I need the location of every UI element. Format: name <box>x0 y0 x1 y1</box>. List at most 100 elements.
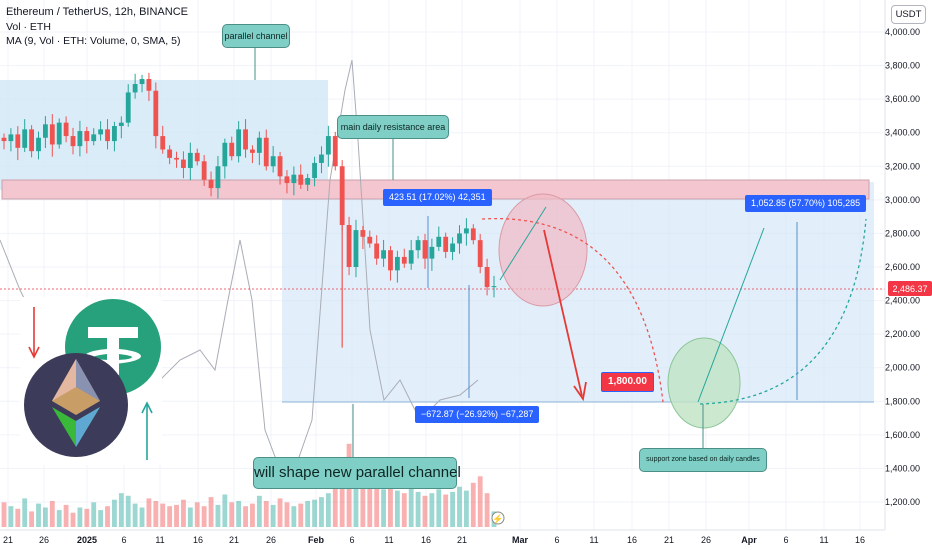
candle-body <box>394 256 400 271</box>
candle-body <box>56 122 62 145</box>
volume-bar <box>8 506 14 527</box>
time-tick-label: 11 <box>589 535 598 545</box>
volume-bar <box>298 503 304 527</box>
volume-bar <box>325 493 331 527</box>
candle-body <box>388 250 393 271</box>
candle-body <box>70 136 76 147</box>
price-tick-label: 3,800.00 <box>885 61 920 71</box>
candle-body <box>457 233 462 244</box>
volume-bar <box>443 494 449 527</box>
time-tick-label: 16 <box>421 535 431 545</box>
volume-bar <box>429 493 435 527</box>
time-axis-labels: 21 26 2025 6 11 16 21 26 Feb 6 11 16 21 Mar 6 11 16 21 26 A… <box>3 535 865 545</box>
parallel-channel-callout: parallel channel <box>222 24 290 48</box>
time-tick-label: 16 <box>193 535 203 545</box>
candle-body <box>436 236 442 247</box>
volume-bar <box>63 504 69 527</box>
recovery-arrow <box>697 227 765 403</box>
price-tick-label: 2,400.00 <box>885 296 920 306</box>
candle-body <box>298 174 304 185</box>
time-tick-label: 2025 <box>77 535 97 545</box>
candle-body <box>319 154 324 163</box>
candle-body <box>450 243 456 252</box>
volume-bar <box>146 498 152 527</box>
reversal-circle <box>498 193 588 307</box>
candle-body <box>429 246 435 259</box>
volume-bar <box>374 488 380 527</box>
bounce-arrow <box>499 206 547 281</box>
volume-bar <box>174 504 179 527</box>
candle-body <box>270 156 276 167</box>
volume-bar <box>401 493 407 527</box>
ethereum-logo-icon <box>24 353 128 457</box>
candle-body <box>332 136 338 167</box>
candle-body <box>201 161 207 180</box>
volume-bar <box>49 501 55 527</box>
volume-bar <box>477 476 483 527</box>
candle-body <box>463 228 469 234</box>
volume-bar <box>270 504 276 527</box>
candle-body <box>312 162 317 179</box>
logo-card <box>20 297 162 465</box>
price-tick-label: 2,800.00 <box>885 228 920 238</box>
time-tick-label: 26 <box>701 535 711 545</box>
replay-icon[interactable] <box>491 511 505 525</box>
volume-bar <box>29 511 35 527</box>
candle-body <box>49 124 55 145</box>
candle-body <box>374 243 380 259</box>
candle-body <box>256 137 262 153</box>
volume-bar <box>415 491 421 527</box>
measure-up-label: 423.51 (17.02%) 42,351 <box>383 189 492 206</box>
candle-body <box>125 92 131 123</box>
candle-body <box>484 267 490 288</box>
time-tick-label: Mar <box>512 535 529 545</box>
volume-bar <box>422 495 428 527</box>
time-tick-label: 21 <box>664 535 674 545</box>
candle-body <box>160 136 166 150</box>
volume-bar <box>208 497 214 527</box>
candle-body <box>112 126 117 142</box>
time-tick-label: 21 <box>229 535 239 545</box>
candle-body <box>360 230 366 237</box>
candle-body <box>243 129 248 150</box>
volume-bar <box>243 506 248 527</box>
breakdown-arrow <box>543 229 583 397</box>
time-tick-label: 16 <box>627 535 637 545</box>
price-tick-label: 2,200.00 <box>885 329 920 339</box>
time-tick-label: 16 <box>855 535 865 545</box>
volume-bar <box>215 504 221 527</box>
volume-bar <box>388 485 393 527</box>
volume-bar <box>84 508 90 527</box>
time-tick-label: 6 <box>554 535 559 545</box>
volume-bar <box>70 512 76 527</box>
measure-target-label: 1,052.85 (57.70%) 105,285 <box>745 195 867 212</box>
candle-body <box>222 142 228 167</box>
volume-bar <box>201 506 207 527</box>
volume-bar <box>118 493 124 527</box>
volume-bar <box>319 497 324 527</box>
volume-bar <box>463 490 469 527</box>
projected-curve-green <box>699 218 867 405</box>
volume-bar <box>153 501 159 527</box>
candle-body <box>77 131 83 147</box>
candle-body <box>84 131 90 142</box>
volume-bar <box>312 499 317 527</box>
volume-bar <box>112 499 117 527</box>
price-axis-labels: 1,200.00 1,400.00 1,600.00 1,800.00 2,000.00… <box>885 27 920 507</box>
volume-bar <box>181 499 186 527</box>
volume-bar <box>367 484 373 527</box>
currency-button[interactable]: USDT <box>891 5 926 24</box>
candle-body <box>367 236 373 244</box>
chart-title: Ethereum / TetherUS, 12h, BINANCE <box>6 6 188 18</box>
volume-bar <box>470 482 476 527</box>
time-tick-label: 21 <box>3 535 13 545</box>
volume-bar <box>77 507 83 527</box>
volume-bar <box>450 491 456 527</box>
price-tick-label: 3,400.00 <box>885 128 920 138</box>
volume-bar <box>125 495 131 527</box>
candle-body <box>105 129 110 142</box>
volume-bar <box>339 459 345 527</box>
volume-bar <box>277 498 283 527</box>
ma-legend: MA (9, Vol · ETH: Volume, 0, SMA, 5) <box>6 35 181 47</box>
